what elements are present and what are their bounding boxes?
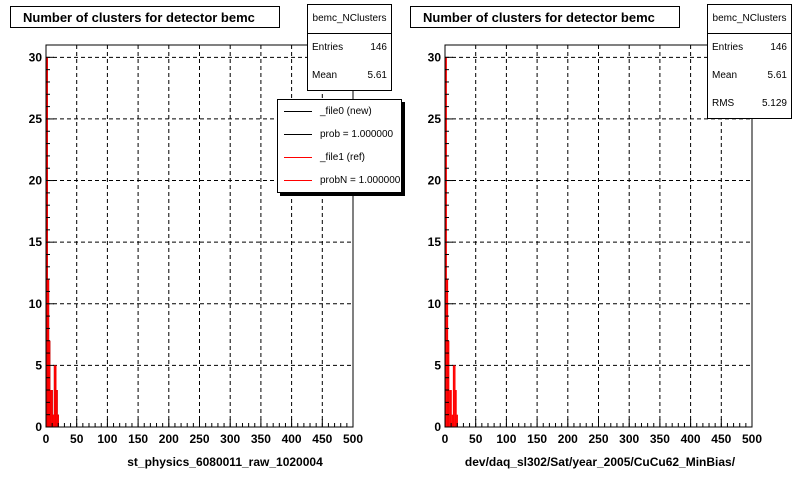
stats-label: Entries (312, 42, 344, 53)
stats-label: RMS (712, 98, 735, 109)
histogram-bar (450, 390, 452, 427)
x-tick-label: 300 (220, 432, 240, 446)
legend-entry: _file1 (ref) (278, 148, 401, 166)
stats-row-mean: Mean 5.61 (308, 62, 391, 90)
histogram-bar (51, 390, 53, 427)
histogram-bar (48, 340, 51, 427)
stats-row-mean: Mean 5.61 (708, 62, 791, 90)
stats-value: 5.61 (767, 70, 787, 81)
y-tick-label: 25 (428, 112, 442, 126)
x-tick-label: 50 (469, 432, 483, 446)
stats-value: 5.129 (761, 98, 787, 109)
x-tick-label: 350 (251, 432, 271, 446)
stats-value: 146 (770, 42, 787, 53)
x-axis-title: st_physics_6080011_raw_1020004 (127, 455, 323, 469)
y-tick-label: 20 (428, 174, 442, 188)
x-tick-label: 200 (159, 432, 179, 446)
legend-entry: _file0 (new) (278, 102, 401, 120)
stats-label: Mean (712, 70, 738, 81)
stats-label: Entries (712, 42, 744, 53)
stats-histogram-name: bemc_NClusters (708, 5, 791, 34)
y-tick-label: 30 (428, 50, 442, 64)
x-tick-label: 100 (496, 432, 516, 446)
legend-label: probN = 1.000000 (320, 174, 401, 186)
stats-box: bemc_NClusters Entries 146 Mean 5.61 RMS… (707, 4, 792, 119)
legend-line-icon (284, 156, 312, 158)
histogram-pad-left: Number of clusters for detector bemc 0 50… (10, 4, 402, 469)
legend-label: _file1 (ref) (320, 151, 366, 163)
legend-line-icon (284, 179, 312, 181)
x-tick-label: 0 (43, 432, 50, 446)
stats-box: bemc_NClusters Entries 146 Mean 5.61 (307, 4, 392, 91)
stats-value: 146 (370, 42, 387, 53)
histogram-plot: 0 50 100 150 200 250 300 350 400 450 500 0 5 10 15 20 25… (29, 44, 363, 446)
legend-line-icon (284, 110, 312, 112)
x-tick-label: 0 (442, 432, 449, 446)
x-tick-label: 500 (742, 432, 762, 446)
x-tick-label: 100 (97, 432, 117, 446)
histogram-bar (447, 340, 450, 427)
y-tick-label: 15 (428, 235, 442, 249)
histogram-bar (56, 390, 58, 427)
y-tick-label: 0 (434, 420, 441, 434)
stats-histogram-name: bemc_NClusters (308, 5, 391, 34)
legend-line-icon (284, 133, 312, 135)
histogram-bar (57, 414, 59, 427)
y-tick-label: 0 (35, 420, 42, 434)
histogram-bar (452, 365, 455, 427)
x-tick-label: 50 (70, 432, 84, 446)
histogram-bar (456, 414, 458, 427)
x-tick-label: 300 (619, 432, 639, 446)
stats-value: 5.61 (367, 70, 387, 81)
y-tick-label: 25 (29, 112, 43, 126)
x-tick-label: 150 (128, 432, 148, 446)
x-tick-label: 500 (343, 432, 363, 446)
y-tick-label: 20 (29, 174, 43, 188)
y-tick-label: 10 (428, 297, 442, 311)
y-tick-label: 5 (35, 358, 42, 372)
x-tick-label: 450 (312, 432, 332, 446)
x-tick-label: 350 (650, 432, 670, 446)
histogram-bar (50, 390, 52, 427)
chart-title: Number of clusters for detector bemc (410, 6, 680, 28)
histogram-bar (451, 414, 454, 427)
legend-entry: probN = 1.000000 (278, 171, 401, 189)
x-tick-label: 450 (711, 432, 731, 446)
y-tick-label: 5 (434, 358, 441, 372)
chart-title: Number of clusters for detector bemc (10, 6, 280, 28)
legend-entry: prob = 1.000000 (278, 125, 401, 143)
stats-row-entries: Entries 146 (708, 34, 791, 62)
histogram-bar (455, 390, 457, 427)
legend: _file0 (new) prob = 1.000000 _file1 (ref… (277, 99, 402, 193)
x-axis-title: dev/daq_sl302/Sat/year_2005/CuCu62_MinBi… (464, 455, 736, 469)
x-tick-label: 200 (558, 432, 578, 446)
histogram-pad-right: Number of clusters for detector bemc 0 50… (400, 0, 800, 480)
histogram-bar (53, 365, 56, 427)
y-tick-label: 30 (29, 50, 43, 64)
histogram-bar (454, 365, 456, 427)
x-tick-label: 400 (282, 432, 302, 446)
x-tick-label: 250 (588, 432, 608, 446)
histogram-bar (449, 390, 451, 427)
legend-label: prob = 1.000000 (320, 128, 394, 140)
y-tick-label: 15 (29, 235, 43, 249)
x-tick-label: 250 (189, 432, 209, 446)
histogram-bar (55, 365, 57, 427)
x-tick-label: 400 (681, 432, 701, 446)
stats-row-entries: Entries 146 (308, 34, 391, 62)
stats-row-rms: RMS 5.129 (708, 90, 791, 118)
legend-label: _file0 (new) (320, 105, 372, 117)
y-tick-label: 10 (29, 297, 43, 311)
x-tick-label: 150 (527, 432, 547, 446)
histogram-bar (52, 414, 55, 427)
stats-label: Mean (312, 70, 338, 81)
histogram-plot: 0 50 100 150 200 250 300 350 400 450 500 0 5 10 15 20 25… (428, 44, 762, 446)
